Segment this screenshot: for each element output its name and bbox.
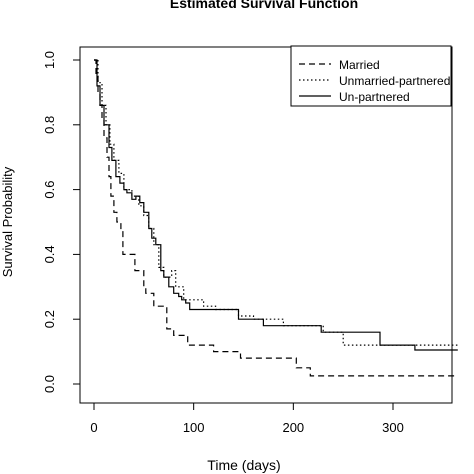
y-axis-label: Survival Probability — [0, 166, 15, 277]
series-line-married — [94, 59, 458, 377]
y-tick-label: 0.0 — [42, 375, 57, 393]
series-line-un-partnered — [94, 59, 458, 351]
series-line-unmarried-partnered — [94, 59, 458, 346]
y-tick-label: 0.4 — [42, 245, 57, 263]
x-tick-label: 100 — [183, 420, 205, 435]
x-tick-label: 0 — [90, 420, 97, 435]
legend-label: Unmarried-partnered — [339, 74, 450, 88]
legend-label: Un-partnered — [339, 90, 410, 104]
chart-title: Estimated Survival Function — [170, 0, 358, 11]
y-axis: 0.0 0.2 0.4 0.6 0.8 1.0 — [42, 51, 81, 393]
x-axis: 0 100 200 300 — [90, 402, 404, 435]
x-tick-label: 200 — [282, 420, 304, 435]
y-tick-label: 0.8 — [42, 116, 57, 134]
y-tick-label: 0.6 — [42, 181, 57, 199]
y-tick-label: 1.0 — [42, 51, 57, 69]
series-layer — [94, 59, 458, 377]
x-axis-label: Time (days) — [207, 457, 280, 473]
y-tick-label: 0.2 — [42, 310, 57, 328]
legend: Married Unmarried-partnered Un-partnered — [290, 45, 452, 107]
legend-label: Married — [339, 58, 380, 72]
x-tick-label: 300 — [382, 420, 404, 435]
